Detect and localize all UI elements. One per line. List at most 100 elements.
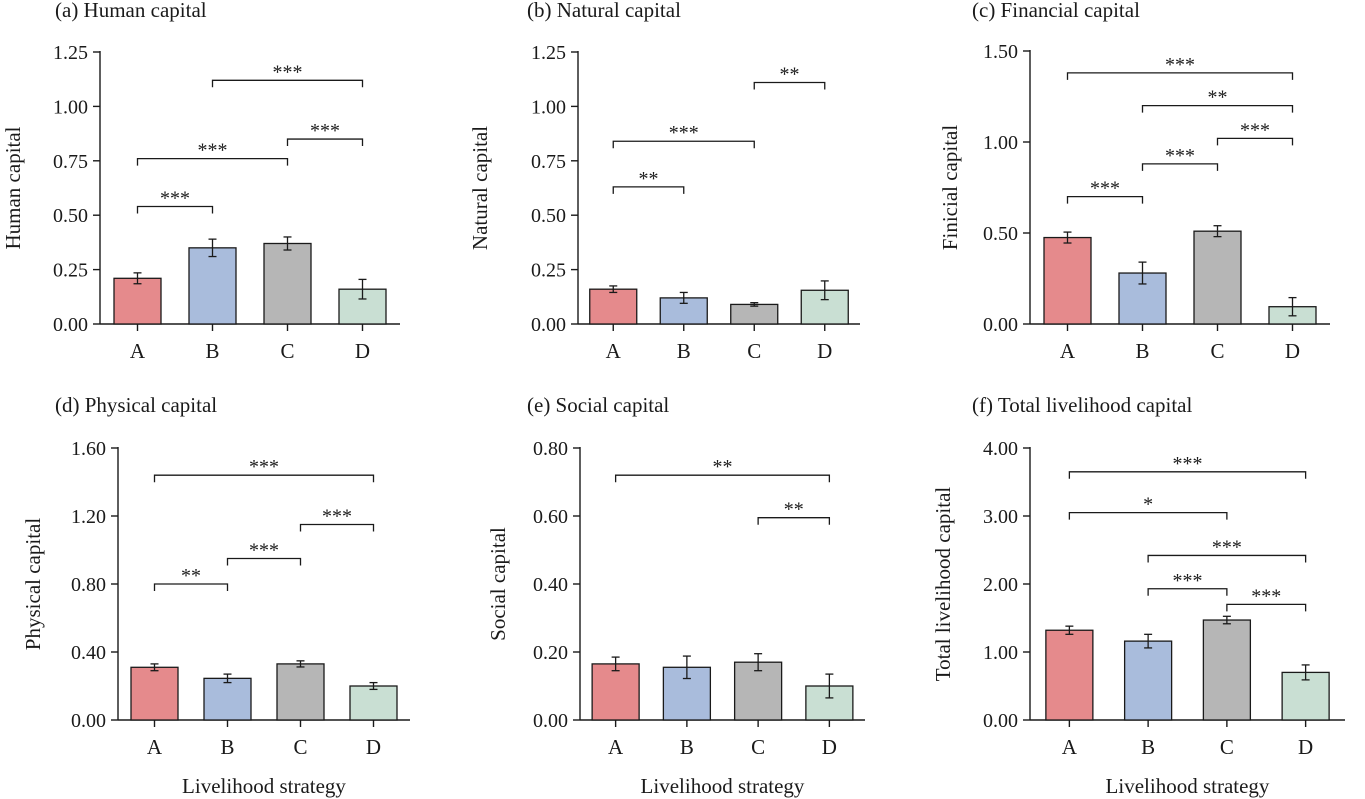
significance-bracket xyxy=(1141,163,1219,171)
y-tick-label: 0.75 xyxy=(53,151,88,173)
significance-bracket xyxy=(286,138,364,147)
y-tick-label: 1.00 xyxy=(983,642,1018,664)
y-tick-label: 3.00 xyxy=(983,506,1018,528)
y-tick-label: 4.00 xyxy=(983,438,1018,460)
bar-A xyxy=(1045,629,1094,721)
x-axis-label: Livelihood strategy xyxy=(182,774,346,798)
significance-bracket xyxy=(614,474,831,483)
significance-bracket xyxy=(1066,72,1294,80)
significance-label: ** xyxy=(780,63,800,85)
y-tick-label: 0.40 xyxy=(71,642,106,664)
significance-bracket xyxy=(136,205,214,214)
chart-panel-6: (f) Total livelihood capital Total liveli… xyxy=(931,393,1345,798)
significance-label: *** xyxy=(322,506,352,528)
significance-label: *** xyxy=(160,187,190,209)
bar-A xyxy=(130,666,179,721)
y-tick-label: 0.25 xyxy=(53,260,88,282)
x-tick-label: D xyxy=(817,339,832,363)
y-tick-label: 0.00 xyxy=(531,314,566,336)
significance-bracket xyxy=(757,517,831,525)
significance-bracket xyxy=(612,186,685,194)
x-tick-label: C xyxy=(1210,339,1224,363)
bar-A xyxy=(589,288,638,325)
x-tick-label: B xyxy=(677,339,691,363)
significance-label: ** xyxy=(639,168,659,190)
y-axis-label: Social capital xyxy=(486,527,510,641)
x-tick-label: A xyxy=(1060,339,1076,363)
chart-panel-3: (c) Financial capital Finicial capital 0.0… xyxy=(938,0,1330,363)
chart-panel-4: (d) Physical capital Physical capital 0.00… xyxy=(21,393,410,798)
significance-label: *** xyxy=(198,140,228,162)
bar-B xyxy=(203,677,252,721)
x-tick-label: C xyxy=(280,339,294,363)
bar-C xyxy=(730,303,779,325)
x-tick-label: A xyxy=(608,735,624,759)
x-tick-label: B xyxy=(205,339,219,363)
panel-title: (d) Physical capital xyxy=(55,393,217,417)
y-tick-label: 0.80 xyxy=(71,574,106,596)
significance-label: *** xyxy=(1173,570,1203,592)
y-tick-label: 0.00 xyxy=(71,710,106,732)
chart-panel-1: (a) Human capital Human capital 0.00 0.25 0.… xyxy=(1,0,400,363)
x-tick-label: D xyxy=(1285,339,1300,363)
y-tick-label: 0.00 xyxy=(53,314,88,336)
significance-bracket xyxy=(1216,137,1294,146)
significance-label: *** xyxy=(310,120,340,142)
x-tick-label: A xyxy=(147,735,163,759)
bar-B xyxy=(1123,640,1173,721)
y-tick-label: 0.25 xyxy=(531,260,566,282)
bar-A xyxy=(113,277,162,325)
significance-label: *** xyxy=(1173,453,1203,475)
bar-D xyxy=(800,289,849,325)
significance-label: *** xyxy=(1090,178,1120,200)
significance-bracket xyxy=(1226,603,1307,612)
y-tick-label: 1.00 xyxy=(531,96,566,118)
y-tick-label: 2.00 xyxy=(983,574,1018,596)
x-axis-label: Livelihood strategy xyxy=(1106,774,1270,798)
x-tick-label: D xyxy=(366,735,381,759)
y-tick-label: 0.00 xyxy=(983,710,1018,732)
significance-label: ** xyxy=(784,499,804,521)
significance-label: *** xyxy=(669,122,699,144)
y-tick-label: 1.00 xyxy=(53,96,88,118)
significance-label: * xyxy=(1143,494,1153,516)
panel-title: (a) Human capital xyxy=(55,0,207,22)
significance-bracket xyxy=(1068,471,1307,479)
y-tick-label: 1.50 xyxy=(983,41,1018,63)
y-tick-label: 0.80 xyxy=(533,438,568,460)
bar-A xyxy=(1043,236,1092,325)
significance-bracket xyxy=(299,523,375,532)
x-tick-label: C xyxy=(1220,735,1234,759)
chart-panel-5: (e) Social capital Social capital 0.00 0.20… xyxy=(486,393,865,798)
x-tick-label: B xyxy=(220,735,234,759)
bar-C xyxy=(263,242,312,325)
x-tick-label: B xyxy=(1135,339,1149,363)
significance-label: ** xyxy=(181,565,201,587)
x-tick-label: B xyxy=(680,735,694,759)
significance-label: *** xyxy=(1251,585,1281,607)
significance-label: *** xyxy=(273,61,303,83)
significance-label: *** xyxy=(1212,536,1242,558)
y-axis-label: Natural capital xyxy=(468,126,492,250)
significance-bracket xyxy=(1147,554,1307,563)
y-tick-label: 0.50 xyxy=(983,223,1018,245)
y-tick-label: 1.60 xyxy=(71,438,106,460)
y-axis-label: Finicial capital xyxy=(938,125,962,251)
y-tick-label: 0.00 xyxy=(533,710,568,732)
significance-bracket xyxy=(1068,511,1228,520)
y-tick-label: 0.20 xyxy=(533,642,568,664)
y-tick-label: 1.20 xyxy=(71,506,106,528)
y-axis-label: Physical capital xyxy=(21,518,45,651)
y-tick-label: 1.25 xyxy=(531,42,566,64)
y-tick-label: 0.50 xyxy=(531,205,566,227)
x-tick-label: C xyxy=(747,339,761,363)
significance-bracket xyxy=(153,474,375,483)
y-tick-label: 0.60 xyxy=(533,506,568,528)
panel-title: (b) Natural capital xyxy=(527,0,681,22)
x-tick-label: C xyxy=(751,735,765,759)
y-tick-label: 0.40 xyxy=(533,574,568,596)
significance-label: *** xyxy=(249,540,279,562)
chart-panel-2: (b) Natural capital Natural capital 0.00 0.… xyxy=(468,0,860,363)
y-axis-label: Human capital xyxy=(1,126,25,249)
